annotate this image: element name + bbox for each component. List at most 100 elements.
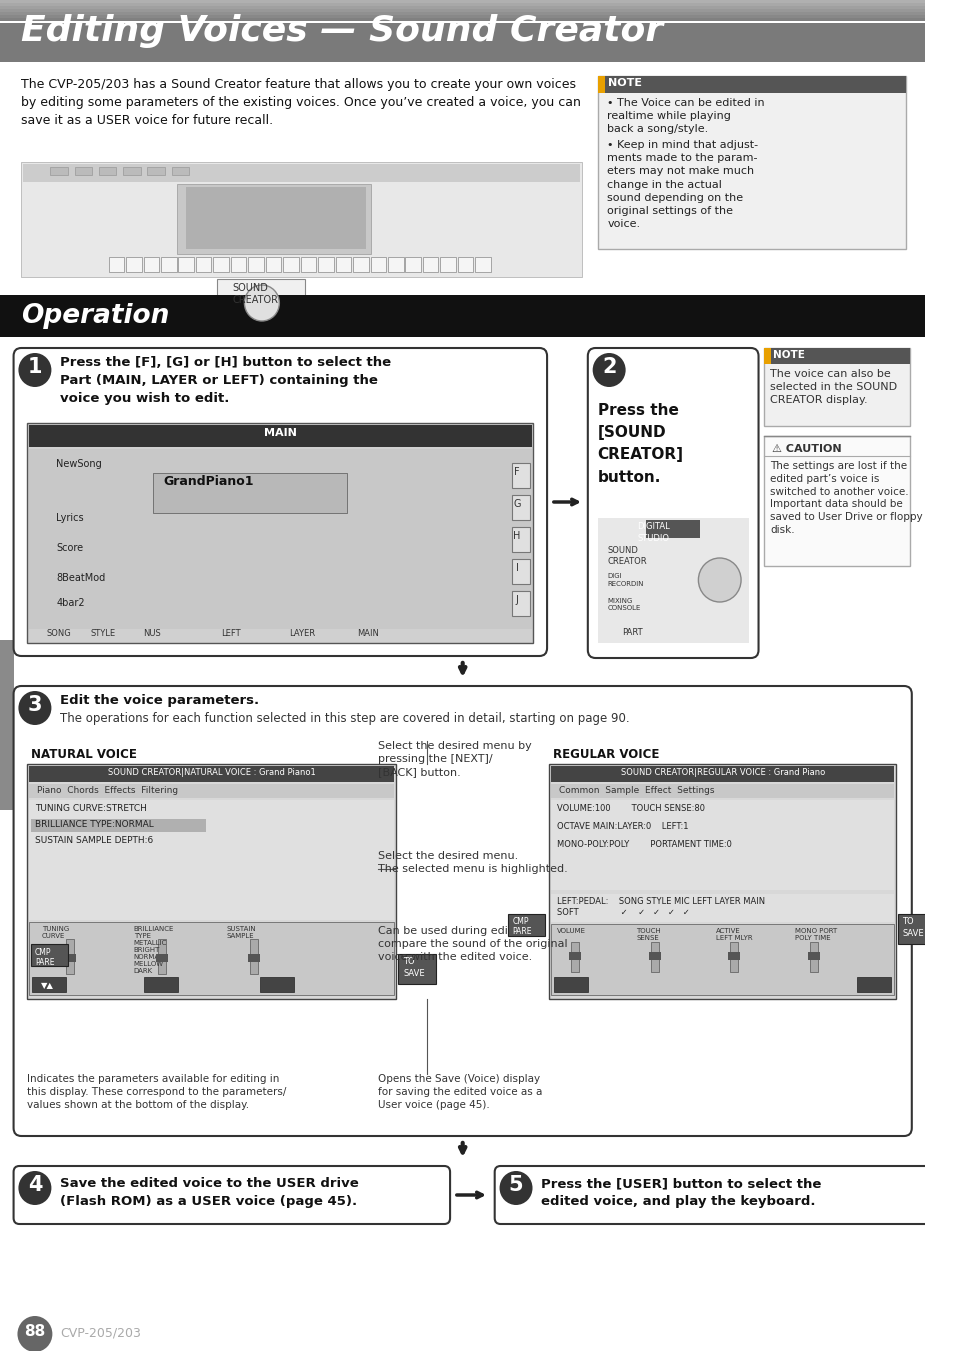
Text: VOLUME:100        TOUCH SENSE:80: VOLUME:100 TOUCH SENSE:80	[557, 804, 704, 813]
Bar	[548, 765, 895, 998]
Text: Press the [USER] button to select the
edited voice, and play the keyboard.: Press the [USER] button to select the ed…	[540, 1177, 821, 1208]
Text: VOLUME: VOLUME	[557, 928, 585, 934]
Text: LEFT:PEDAL:    SONG STYLE MIC LEFT LAYER MAIN: LEFT:PEDAL: SONG STYLE MIC LEFT LAYER MA…	[557, 897, 764, 907]
Text: The settings are lost if the
edited part’s voice is
switched to another voice.
I: The settings are lost if the edited part…	[769, 461, 922, 535]
Bar	[195, 257, 212, 272]
Bar	[231, 257, 246, 272]
Circle shape	[18, 1171, 51, 1205]
Bar	[571, 942, 578, 971]
Bar	[763, 349, 770, 363]
Bar	[335, 257, 351, 272]
Text: NOTE: NOTE	[772, 350, 804, 359]
Bar	[551, 894, 893, 921]
Bar	[898, 915, 936, 944]
Text: MAIN: MAIN	[356, 630, 378, 638]
Bar	[388, 257, 403, 272]
FancyBboxPatch shape	[495, 1166, 930, 1224]
Text: NUS: NUS	[143, 630, 161, 638]
Bar	[32, 977, 66, 992]
Bar	[248, 257, 264, 272]
Bar	[51, 168, 68, 176]
Bar	[186, 186, 365, 249]
Bar	[440, 257, 456, 272]
Text: H: H	[513, 531, 520, 540]
Bar	[512, 494, 529, 520]
Bar	[0, 15, 924, 18]
Text: CMP
PARE: CMP PARE	[35, 948, 54, 967]
FancyBboxPatch shape	[587, 349, 758, 658]
Bar	[30, 766, 394, 782]
Text: STYLE: STYLE	[91, 630, 115, 638]
Text: 5: 5	[508, 1175, 523, 1196]
Circle shape	[698, 558, 740, 603]
Text: 4bar2: 4bar2	[56, 598, 85, 608]
Text: MIXING
CONSOLE: MIXING CONSOLE	[606, 598, 639, 612]
Text: REGULAR VOICE: REGULAR VOICE	[553, 748, 659, 761]
Bar	[30, 449, 531, 630]
Bar	[161, 257, 176, 272]
Circle shape	[18, 353, 51, 386]
Bar	[143, 977, 177, 992]
Bar	[512, 527, 529, 553]
Bar	[109, 257, 124, 272]
Bar	[317, 257, 334, 272]
Text: GrandPiano1: GrandPiano1	[163, 476, 253, 488]
Text: The CVP-205/203 has a Sound Creator feature that allows you to create your own v: The CVP-205/203 has a Sound Creator feat…	[21, 78, 580, 127]
Text: TUNING
CURVE: TUNING CURVE	[42, 925, 69, 939]
Bar	[728, 952, 740, 961]
Bar	[21, 162, 581, 277]
Bar	[551, 766, 893, 782]
Bar	[807, 952, 819, 961]
Bar	[30, 800, 394, 920]
Text: SOUND
CREATOR: SOUND CREATOR	[233, 282, 278, 305]
Text: J: J	[515, 594, 517, 605]
Text: SUSTAIN SAMPLE DEPTH:6: SUSTAIN SAMPLE DEPTH:6	[35, 836, 153, 844]
Bar	[148, 168, 165, 176]
Text: Piano  Chords  Effects  Filtering: Piano Chords Effects Filtering	[37, 786, 178, 794]
Bar	[248, 954, 259, 962]
Bar	[0, 9, 924, 12]
Text: • The Voice can be edited in
realtime while playing
back a song/style.: • The Voice can be edited in realtime wh…	[606, 99, 764, 134]
Text: 4: 4	[28, 1175, 42, 1196]
Text: LAYER: LAYER	[289, 630, 314, 638]
Bar	[370, 257, 386, 272]
Bar	[0, 3, 924, 5]
Text: • Keep in mind that adjust-
ments made to the param-
eters may not make much
cha: • Keep in mind that adjust- ments made t…	[606, 141, 758, 230]
Text: Opens the Save (Voice) display
for saving the edited voice as a
User voice (page: Opens the Save (Voice) display for savin…	[378, 1074, 542, 1109]
Text: SOUND CREATOR|REGULAR VOICE : Grand Piano: SOUND CREATOR|REGULAR VOICE : Grand Pian…	[619, 767, 824, 777]
Bar	[422, 257, 438, 272]
Bar	[597, 76, 905, 249]
FancyBboxPatch shape	[13, 686, 911, 1136]
Bar	[30, 784, 394, 798]
Bar	[300, 257, 315, 272]
Text: TOUCH
SENSE: TOUCH SENSE	[636, 928, 660, 942]
Bar	[569, 952, 580, 961]
Bar	[0, 5, 924, 9]
Bar	[283, 257, 298, 272]
Circle shape	[499, 1171, 532, 1205]
Text: SOUND
CREATOR: SOUND CREATOR	[606, 546, 646, 566]
Bar	[475, 257, 490, 272]
Text: Score: Score	[56, 543, 83, 553]
Bar	[650, 942, 658, 971]
Text: MAIN: MAIN	[264, 428, 296, 438]
Text: Editing Voices — Sound Creator: Editing Voices — Sound Creator	[21, 14, 663, 49]
Bar	[27, 423, 533, 643]
Text: ACTIVE
LEFT MLYR: ACTIVE LEFT MLYR	[715, 928, 752, 942]
Bar	[551, 800, 893, 890]
Text: 2: 2	[601, 357, 616, 377]
Text: Edit the voice parameters.: Edit the voice parameters.	[60, 694, 259, 707]
Text: BRILLIANCE TYPE:NORMAL: BRILLIANCE TYPE:NORMAL	[35, 820, 153, 830]
Bar	[512, 463, 529, 488]
Text: DIGITAL
STUDIO: DIGITAL STUDIO	[637, 521, 669, 543]
Bar	[27, 765, 395, 998]
Text: 1: 1	[28, 357, 42, 377]
Bar	[266, 257, 281, 272]
Bar	[597, 76, 604, 93]
Bar	[178, 257, 193, 272]
Text: CMP
PARE: CMP PARE	[512, 917, 531, 936]
Bar	[31, 819, 206, 832]
Text: Common  Sample  Effect  Settings: Common Sample Effect Settings	[558, 786, 714, 794]
Circle shape	[592, 353, 625, 386]
Text: Select the desired menu by
pressing the [NEXT]/
[BACK] button.: Select the desired menu by pressing the …	[378, 740, 532, 777]
